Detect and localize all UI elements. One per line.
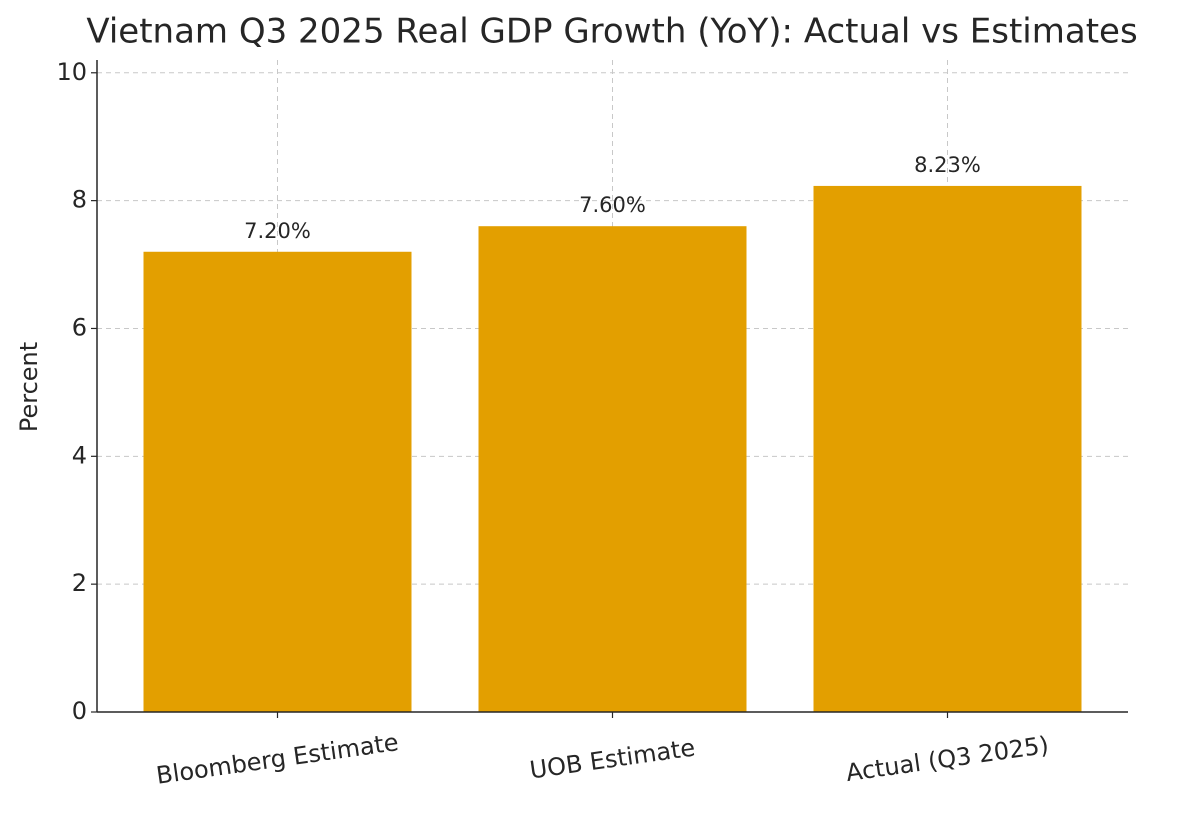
bar [813,185,1082,713]
chart-title: Vietnam Q3 2025 Real GDP Growth (YoY): A… [86,12,1137,52]
y-tick-label: 2 [72,569,87,597]
y-axis-label: Percent [15,342,43,432]
y-tick-label: 0 [72,697,87,725]
x-tick-label: Bloomberg Estimate [154,728,400,790]
x-tick-label: UOB Estimate [528,734,697,785]
value-label: 7.20% [244,219,311,243]
y-tick-label: 4 [72,441,87,469]
bar [143,251,412,712]
y-tick-label: 8 [72,186,87,214]
value-label: 7.60% [579,193,646,217]
bar [478,226,747,712]
value-label: 8.23% [914,153,981,177]
x-tick-label: Actual (Q3 2025) [844,731,1050,787]
y-tick-label: 10 [56,58,87,86]
y-tick-label: 6 [72,313,87,341]
